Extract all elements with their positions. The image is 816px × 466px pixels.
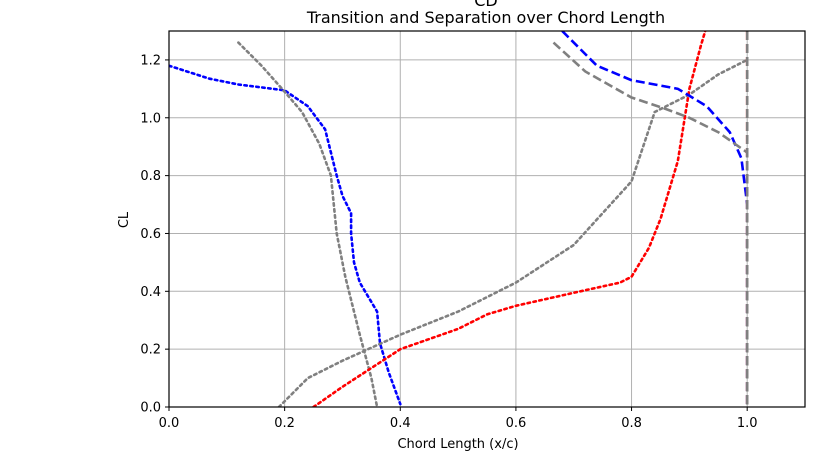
x-tick-label: 1.0 [737,416,758,431]
y-tick-label: 0.8 [140,169,161,184]
series-line-5 [561,31,749,407]
chart-top-label: CD [474,0,498,10]
x-axis-label: Chord Length (x/c) [397,437,518,452]
series-line-2 [237,41,379,407]
x-tick-label: 0.4 [390,416,411,431]
series-line-4 [312,31,707,407]
y-tick-label: 0.0 [140,401,161,416]
y-tick-label: 0.4 [140,285,161,300]
grid [168,31,805,408]
x-tick-label: 0.8 [621,416,642,431]
plot-frame [168,30,806,408]
y-tick-label: 0.6 [140,227,161,242]
x-axis-ticks: 0.0 0.2 0.4 0.6 0.8 1.0 [159,407,758,431]
y-tick-label: 1.0 [140,111,161,126]
series-line-6 [552,41,749,407]
y-axis-label: CL [117,211,132,228]
series-line-3 [277,58,749,407]
y-tick-label: 1.2 [140,53,161,68]
y-tick-label: 0.2 [140,343,161,358]
y-axis-ticks: 0.0 0.2 0.4 0.6 0.8 1.0 1.2 [140,53,169,416]
series-lines [169,31,749,407]
chart-title: Transition and Separation over Chord Len… [306,8,665,27]
axes-frame [168,30,806,408]
x-tick-label: 0.0 [159,416,180,431]
x-tick-label: 0.2 [274,416,295,431]
x-tick-label: 0.6 [506,416,527,431]
series-line-1 [169,64,402,406]
